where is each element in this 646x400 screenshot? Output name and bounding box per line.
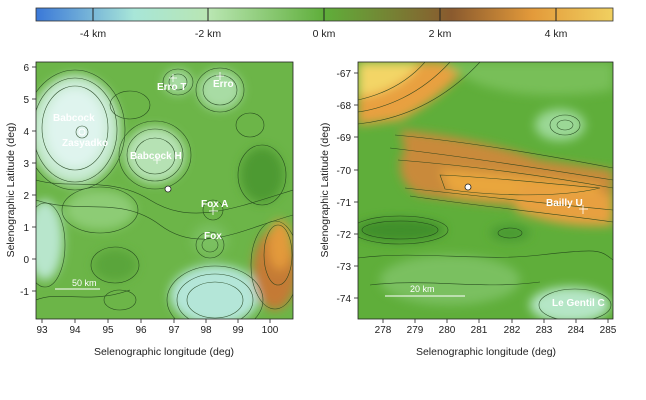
site-marker-right bbox=[464, 183, 472, 191]
x-axis-label-right: Selenographic longitude (deg) bbox=[416, 346, 556, 358]
colorbar-label-1: -4 km bbox=[80, 28, 107, 40]
x-tick-label: 281 bbox=[471, 325, 488, 336]
x-tick-label: 97 bbox=[168, 325, 180, 336]
erro-marker bbox=[216, 72, 224, 80]
y-tick-label: 0 bbox=[23, 255, 29, 266]
x-tick-label: 95 bbox=[102, 325, 114, 336]
y-tick-label: -70 bbox=[337, 166, 352, 177]
colorbar-label-5: 4 km bbox=[545, 28, 568, 40]
colorbar-label-2: -2 km bbox=[195, 28, 222, 40]
x-tick-label: 100 bbox=[262, 325, 279, 336]
y-tick-label: 1 bbox=[23, 223, 29, 234]
bailly-u-marker bbox=[579, 205, 588, 214]
y-tick-label: -72 bbox=[337, 230, 352, 241]
x-tick-label: 283 bbox=[536, 325, 553, 336]
site-marker bbox=[164, 185, 172, 193]
y-axis-label-right: Selenographic Latitude (deg) bbox=[319, 123, 331, 258]
y-tick-label: -1 bbox=[20, 287, 29, 298]
y-tick-label: -68 bbox=[337, 101, 352, 112]
colorbar-label-3: 0 km bbox=[313, 28, 336, 40]
y-tick-label: 5 bbox=[23, 95, 29, 106]
y-axis-label: Selenographic Latitude (deg) bbox=[5, 123, 17, 258]
x-tick-label: 284 bbox=[568, 325, 585, 336]
x-tick-label: 282 bbox=[504, 325, 521, 336]
y-tick-label: 2 bbox=[23, 191, 29, 202]
x-tick-label: 280 bbox=[439, 325, 456, 336]
x-tick-label: 279 bbox=[407, 325, 424, 336]
feature-label-babcock-h: Babcock H bbox=[130, 151, 182, 162]
y-tick-label: 3 bbox=[23, 159, 29, 170]
erro-t-marker bbox=[169, 74, 177, 82]
y-tick-label: -74 bbox=[337, 294, 352, 305]
y-tick-label: -73 bbox=[337, 262, 352, 273]
scalebar-label: 50 km bbox=[72, 278, 97, 288]
babcock-h-marker bbox=[153, 156, 161, 164]
right-map: Bailly U Le Gentil C 20 km 278 279 280 2… bbox=[319, 61, 617, 358]
feature-label-erro: Erro bbox=[213, 79, 234, 90]
feature-label-bailly-u: Bailly U bbox=[546, 198, 583, 209]
y-tick-label: 6 bbox=[23, 63, 29, 74]
feature-label-zasyadko: Zasyadko bbox=[62, 138, 108, 149]
colorbar-label-4: 2 km bbox=[429, 28, 452, 40]
left-map: Babcock Zasyadko Babcock H Erro T Erro F… bbox=[5, 61, 294, 358]
feature-label-babcock: Babcock bbox=[53, 113, 95, 124]
feature-label-le-gentil-c: Le Gentil C bbox=[552, 298, 605, 309]
x-tick-label: 285 bbox=[600, 325, 617, 336]
x-axis-label: Selenographic longitude (deg) bbox=[94, 346, 234, 358]
left-map-terrain bbox=[36, 62, 293, 319]
feature-label-erro-t: Erro T bbox=[157, 82, 186, 93]
y-tick-label: -67 bbox=[337, 69, 352, 80]
x-tick-label: 94 bbox=[69, 325, 81, 336]
right-map-terrain bbox=[358, 62, 613, 319]
fox-a-marker bbox=[209, 206, 218, 215]
y-tick-label: -69 bbox=[337, 133, 352, 144]
y-tick-label: 4 bbox=[23, 127, 29, 138]
feature-label-fox: Fox bbox=[204, 231, 222, 242]
scalebar-label-right: 20 km bbox=[410, 284, 435, 294]
x-tick-label: 278 bbox=[375, 325, 392, 336]
x-tick-label: 96 bbox=[135, 325, 147, 336]
colorbar: -4 km -2 km 0 km 2 km 4 km bbox=[35, 7, 614, 40]
zasyadko-marker bbox=[78, 128, 86, 136]
x-tick-label: 99 bbox=[232, 325, 244, 336]
feature-label-fox-a: Fox A bbox=[201, 199, 228, 210]
x-tick-label: 93 bbox=[36, 325, 48, 336]
y-tick-label: -71 bbox=[337, 198, 352, 209]
x-tick-label: 98 bbox=[200, 325, 212, 336]
